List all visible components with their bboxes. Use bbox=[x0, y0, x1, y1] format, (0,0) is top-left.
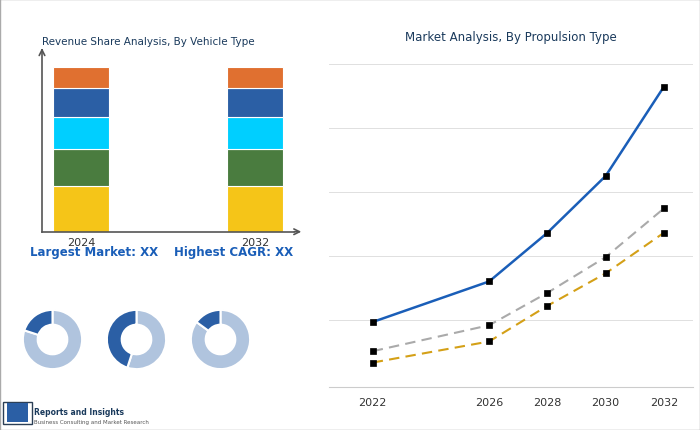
Bar bbox=[53, 68, 109, 89]
Bar bbox=[227, 117, 283, 150]
Bar bbox=[227, 150, 283, 187]
Wedge shape bbox=[23, 310, 82, 369]
Text: Business Consulting and Market Research: Business Consulting and Market Research bbox=[34, 419, 149, 424]
Bar bbox=[227, 89, 283, 117]
Text: Largest Market: XX: Largest Market: XX bbox=[30, 245, 158, 258]
Wedge shape bbox=[191, 310, 250, 369]
Text: GCC HEAVY COMMERCIAL VEHICLE MARKET ANALYSIS SEGMENT ANALYSIS: GCC HEAVY COMMERCIAL VEHICLE MARKET ANAL… bbox=[8, 16, 561, 29]
Bar bbox=[53, 187, 109, 232]
Text: Revenue Share Analysis, By Vehicle Type: Revenue Share Analysis, By Vehicle Type bbox=[42, 37, 255, 47]
FancyBboxPatch shape bbox=[3, 402, 32, 424]
Text: Reports and Insights: Reports and Insights bbox=[34, 407, 125, 416]
Title: Market Analysis, By Propulsion Type: Market Analysis, By Propulsion Type bbox=[405, 31, 617, 43]
Wedge shape bbox=[107, 310, 136, 368]
Wedge shape bbox=[197, 310, 220, 331]
Wedge shape bbox=[127, 310, 166, 369]
Wedge shape bbox=[25, 310, 52, 335]
Text: Highest CAGR: XX: Highest CAGR: XX bbox=[174, 245, 293, 258]
Bar bbox=[53, 89, 109, 117]
FancyBboxPatch shape bbox=[7, 403, 28, 422]
Bar bbox=[227, 187, 283, 232]
Bar bbox=[227, 68, 283, 89]
Bar bbox=[53, 150, 109, 187]
Bar bbox=[53, 117, 109, 150]
